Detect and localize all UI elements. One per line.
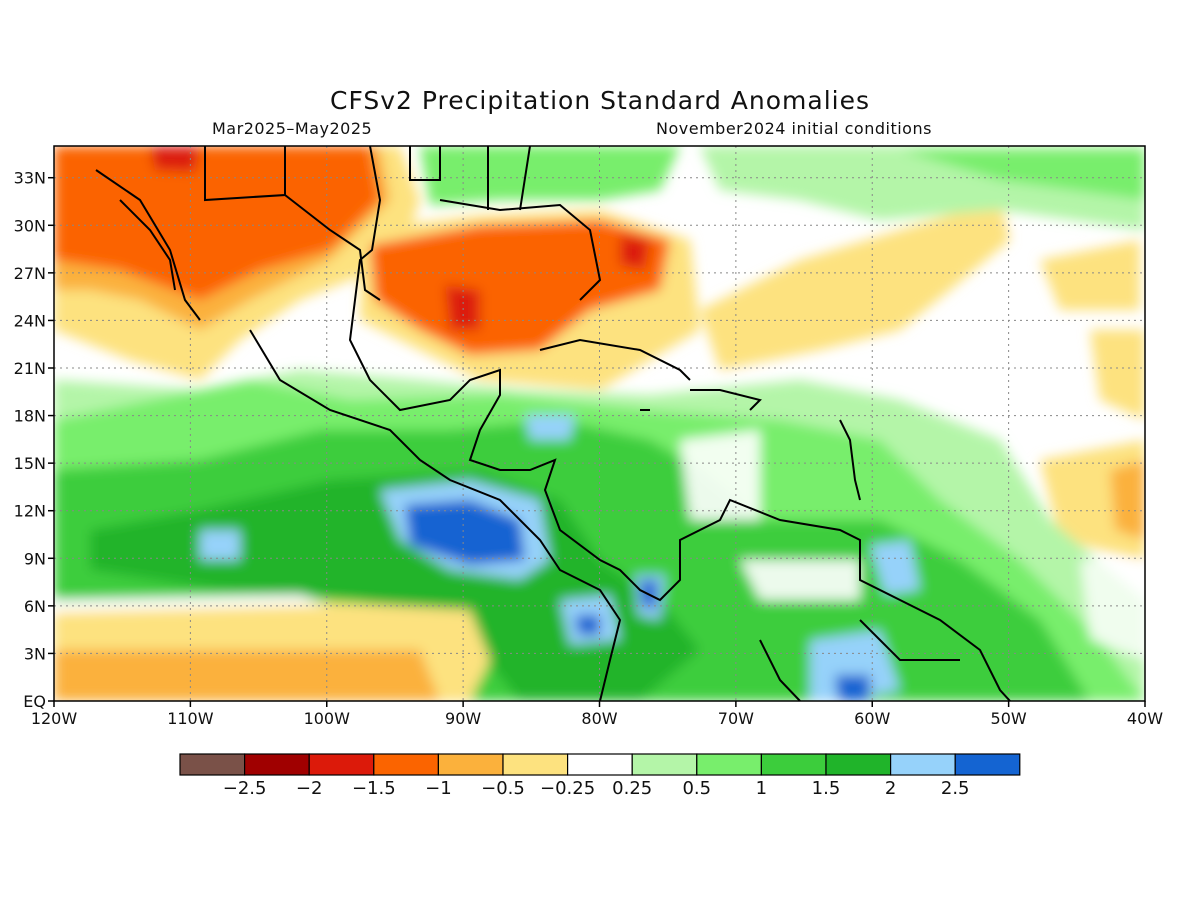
colorbar-label: 2.5 — [941, 778, 970, 799]
y-tick-label: 15N — [14, 454, 46, 473]
axes: 120W 110W 100W 90W 80W 70W 60W 50W 40W 33N 30N 27N 2… — [14, 169, 1164, 728]
colorbar-swatch — [696, 753, 762, 776]
y-tick-label: 33N — [14, 169, 46, 188]
colorbar-swatch — [373, 753, 439, 776]
x-tick-label: 80W — [581, 709, 617, 728]
x-tick-label: 90W — [445, 709, 481, 728]
y-tick-label: 27N — [14, 264, 46, 283]
y-tick-label: 9N — [24, 549, 46, 568]
colorbar-label: −0.5 — [481, 778, 525, 799]
colorbar-swatch — [437, 753, 504, 776]
x-tick-label: 70W — [718, 709, 754, 728]
anomaly-field — [54, 146, 1145, 701]
colorbar-label: 1.5 — [812, 778, 841, 799]
x-tick-label: 110W — [167, 709, 214, 728]
x-tick-label: 120W — [31, 709, 78, 728]
y-tick-label: 18N — [14, 407, 46, 426]
colorbar-swatch — [308, 753, 375, 776]
colorbar-swatch — [179, 753, 246, 776]
y-tick-label: 30N — [14, 216, 46, 235]
colorbar-legend: −2.5 −2 −1.5 −1 −0.5 −0.25 0.25 0.5 1 1.5 2 2.5 — [179, 753, 1021, 799]
colorbar-swatch — [502, 753, 569, 776]
y-tick-label: 24N — [14, 311, 46, 330]
y-tick-label: 12N — [14, 502, 46, 521]
x-tick-label: 40W — [1127, 709, 1163, 728]
colorbar-label: −0.25 — [540, 778, 595, 799]
colorbar-label: −1 — [425, 778, 452, 799]
colorbar-label: 1 — [756, 778, 767, 799]
colorbar-swatch — [760, 753, 827, 776]
colorbar-swatch — [889, 753, 956, 776]
colorbar-label: 0.5 — [682, 778, 711, 799]
y-tick-label: 21N — [14, 359, 46, 378]
x-tick-label: 60W — [854, 709, 890, 728]
map-title: CFSv2 Precipitation Standard Anomalies — [329, 86, 870, 115]
colorbar-label: 0.25 — [612, 778, 652, 799]
forecast-period: Mar2025–May2025 — [212, 119, 373, 138]
colorbar-swatch — [244, 753, 310, 776]
colorbar-label: −2 — [296, 778, 323, 799]
colorbar-label: 2 — [885, 778, 896, 799]
y-tick-label: EQ — [23, 692, 46, 711]
y-tick-label: 3N — [24, 644, 46, 663]
colorbar-swatch — [825, 753, 892, 776]
colorbar-swatch — [631, 753, 698, 776]
x-tick-label: 50W — [991, 709, 1027, 728]
initial-conditions: November2024 initial conditions — [656, 119, 932, 138]
colorbar-label: −2.5 — [223, 778, 267, 799]
coastlines — [95, 146, 1011, 701]
colorbar-label: −1.5 — [352, 778, 396, 799]
graticule — [54, 146, 1145, 701]
colorbar-swatch — [566, 753, 633, 776]
x-tick-label: 100W — [304, 709, 351, 728]
y-tick-label: 6N — [24, 597, 46, 616]
colorbar-swatch — [954, 753, 1021, 776]
